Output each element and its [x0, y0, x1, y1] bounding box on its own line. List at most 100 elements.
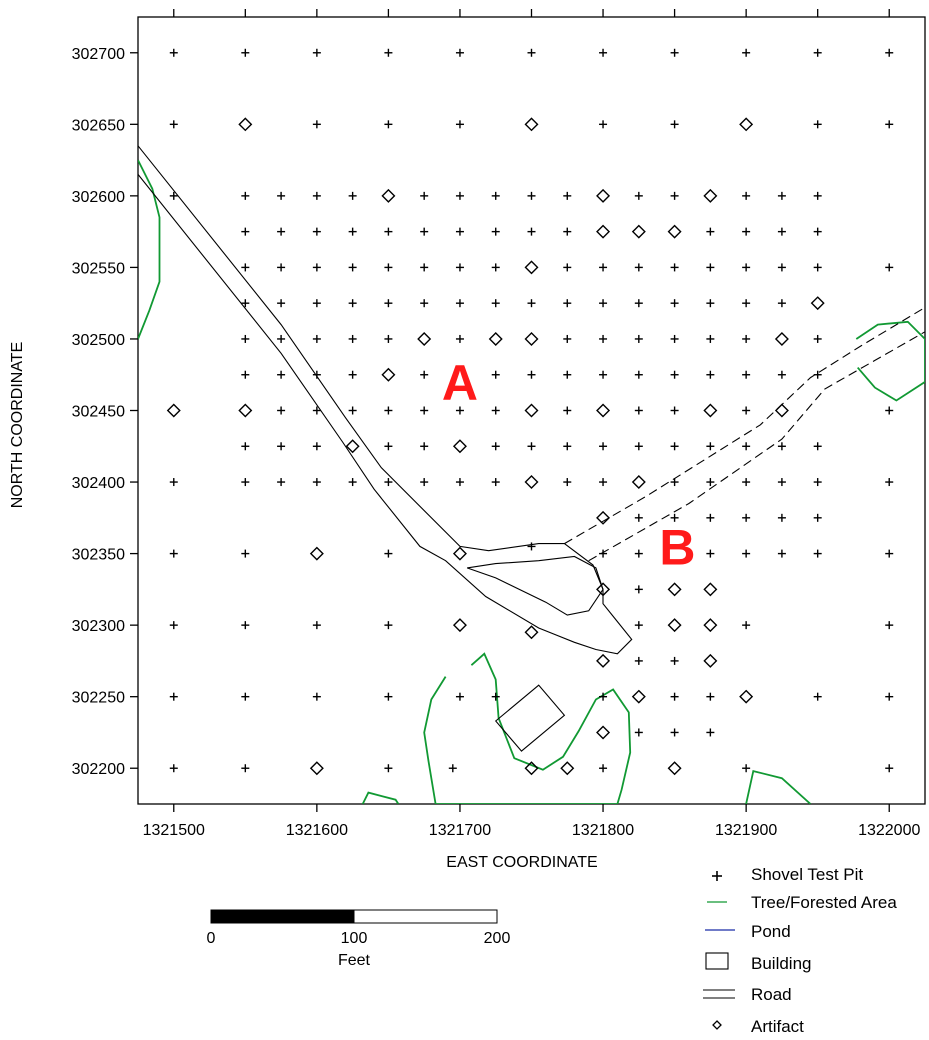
shovel-test-pit — [169, 692, 178, 701]
scale-bar: 0 100 200 Feet — [207, 909, 510, 969]
shovel-test-pit — [241, 191, 250, 200]
artifact-marker — [488, 331, 503, 346]
shovel-test-pit — [777, 370, 786, 379]
shovel-test-pit — [312, 692, 321, 701]
legend-label: Pond — [751, 922, 791, 941]
shovel-test-pit — [312, 406, 321, 415]
shovel-test-pit — [742, 621, 751, 630]
x-tick-label: 1321900 — [715, 822, 777, 839]
shovel-test-pit — [777, 478, 786, 487]
shovel-test-pit — [455, 191, 464, 200]
map-plot-area: AB — [138, 48, 925, 804]
shovel-test-pit — [706, 370, 715, 379]
artifact-marker — [524, 117, 539, 132]
shovel-test-pit — [455, 334, 464, 343]
shovel-test-pit — [277, 442, 286, 451]
shovel-test-pit — [599, 370, 608, 379]
shovel-test-pit — [312, 299, 321, 308]
shovel-test-pit — [241, 442, 250, 451]
artifact-marker — [667, 761, 682, 776]
shovel-test-pit — [384, 120, 393, 129]
shovel-test-pit — [277, 406, 286, 415]
shovel-test-pit — [241, 48, 250, 57]
building-outline — [494, 684, 566, 752]
artifact-marker — [667, 618, 682, 633]
shovel-test-pit — [634, 549, 643, 558]
artifact-marker — [524, 403, 539, 418]
shovel-test-pit — [634, 263, 643, 272]
shovel-test-pit — [599, 299, 608, 308]
shovel-test-pit — [706, 513, 715, 522]
shovel-test-pit — [706, 263, 715, 272]
x-tick-label: 1322000 — [858, 822, 920, 839]
legend-item-road: Road — [703, 985, 792, 1004]
shovel-test-pit — [670, 48, 679, 57]
shovel-test-pit — [742, 764, 751, 773]
shovel-test-pit — [706, 334, 715, 343]
legend-item-pond: Pond — [705, 922, 791, 941]
legend-item-tree-forested-area: Tree/Forested Area — [707, 893, 897, 912]
scale-label-0: 0 — [207, 930, 216, 947]
shovel-test-pit — [491, 227, 500, 236]
shovel-test-pit — [384, 263, 393, 272]
shovel-test-pit — [742, 513, 751, 522]
legend-label: Artifact — [751, 1017, 804, 1036]
shovel-test-pit — [312, 48, 321, 57]
artifact-marker — [452, 439, 467, 454]
shovel-test-pit — [777, 227, 786, 236]
shovel-test-pit — [813, 370, 822, 379]
shovel-test-pit — [634, 406, 643, 415]
artifact-marker — [631, 689, 646, 704]
shovel-test-pit — [742, 334, 751, 343]
shovel-test-pit — [634, 621, 643, 630]
shovel-test-pit — [599, 478, 608, 487]
shovel-test-pit — [491, 263, 500, 272]
shovel-test-pit — [169, 120, 178, 129]
shovel-test-pit — [670, 728, 679, 737]
shovel-test-pit — [491, 692, 500, 701]
legend-label: Road — [751, 985, 792, 1004]
area-labels: AB — [442, 355, 696, 576]
artifact-marker — [703, 582, 718, 597]
buildings — [494, 684, 566, 752]
artifact-marker — [524, 761, 539, 776]
shovel-test-pit — [241, 478, 250, 487]
artifact-marker — [667, 582, 682, 597]
shovel-test-pit — [169, 621, 178, 630]
artifact-marker — [238, 403, 253, 418]
shovel-test-pit — [742, 48, 751, 57]
artifact-marker — [238, 117, 253, 132]
artifact-marker — [774, 403, 789, 418]
shovel-test-pit — [384, 549, 393, 558]
road-line — [138, 145, 633, 655]
shovel-test-pit — [670, 120, 679, 129]
shovel-test-pit — [670, 692, 679, 701]
artifact-marker — [524, 260, 539, 275]
shovel-test-pit — [169, 191, 178, 200]
shovel-test-pit — [742, 549, 751, 558]
shovel-test-pit — [599, 334, 608, 343]
shovel-test-pit — [384, 764, 393, 773]
shovel-test-pit — [455, 478, 464, 487]
shovel-test-pit — [777, 549, 786, 558]
shovel-test-pit — [885, 120, 894, 129]
shovel-test-pit — [348, 406, 357, 415]
y-tick-label: 302550 — [72, 260, 125, 277]
shovel-test-pit — [634, 656, 643, 665]
shovel-test-pit — [527, 370, 536, 379]
artifact-marker — [452, 618, 467, 633]
artifact-marker — [703, 188, 718, 203]
artifact-marker — [631, 475, 646, 490]
legend-item-artifact: Artifact — [712, 1017, 804, 1036]
artifact-marker — [596, 653, 611, 668]
shovel-test-pit — [491, 478, 500, 487]
shovel-test-pit — [384, 334, 393, 343]
artifact-marker — [560, 761, 575, 776]
shovel-test-pit — [420, 406, 429, 415]
shovel-test-pit — [527, 542, 536, 551]
diamond-icon — [712, 1020, 722, 1030]
shovel-test-pit — [634, 513, 643, 522]
shovel-test-pit — [241, 370, 250, 379]
shovel-test-pit — [777, 299, 786, 308]
artifact-marker — [524, 331, 539, 346]
